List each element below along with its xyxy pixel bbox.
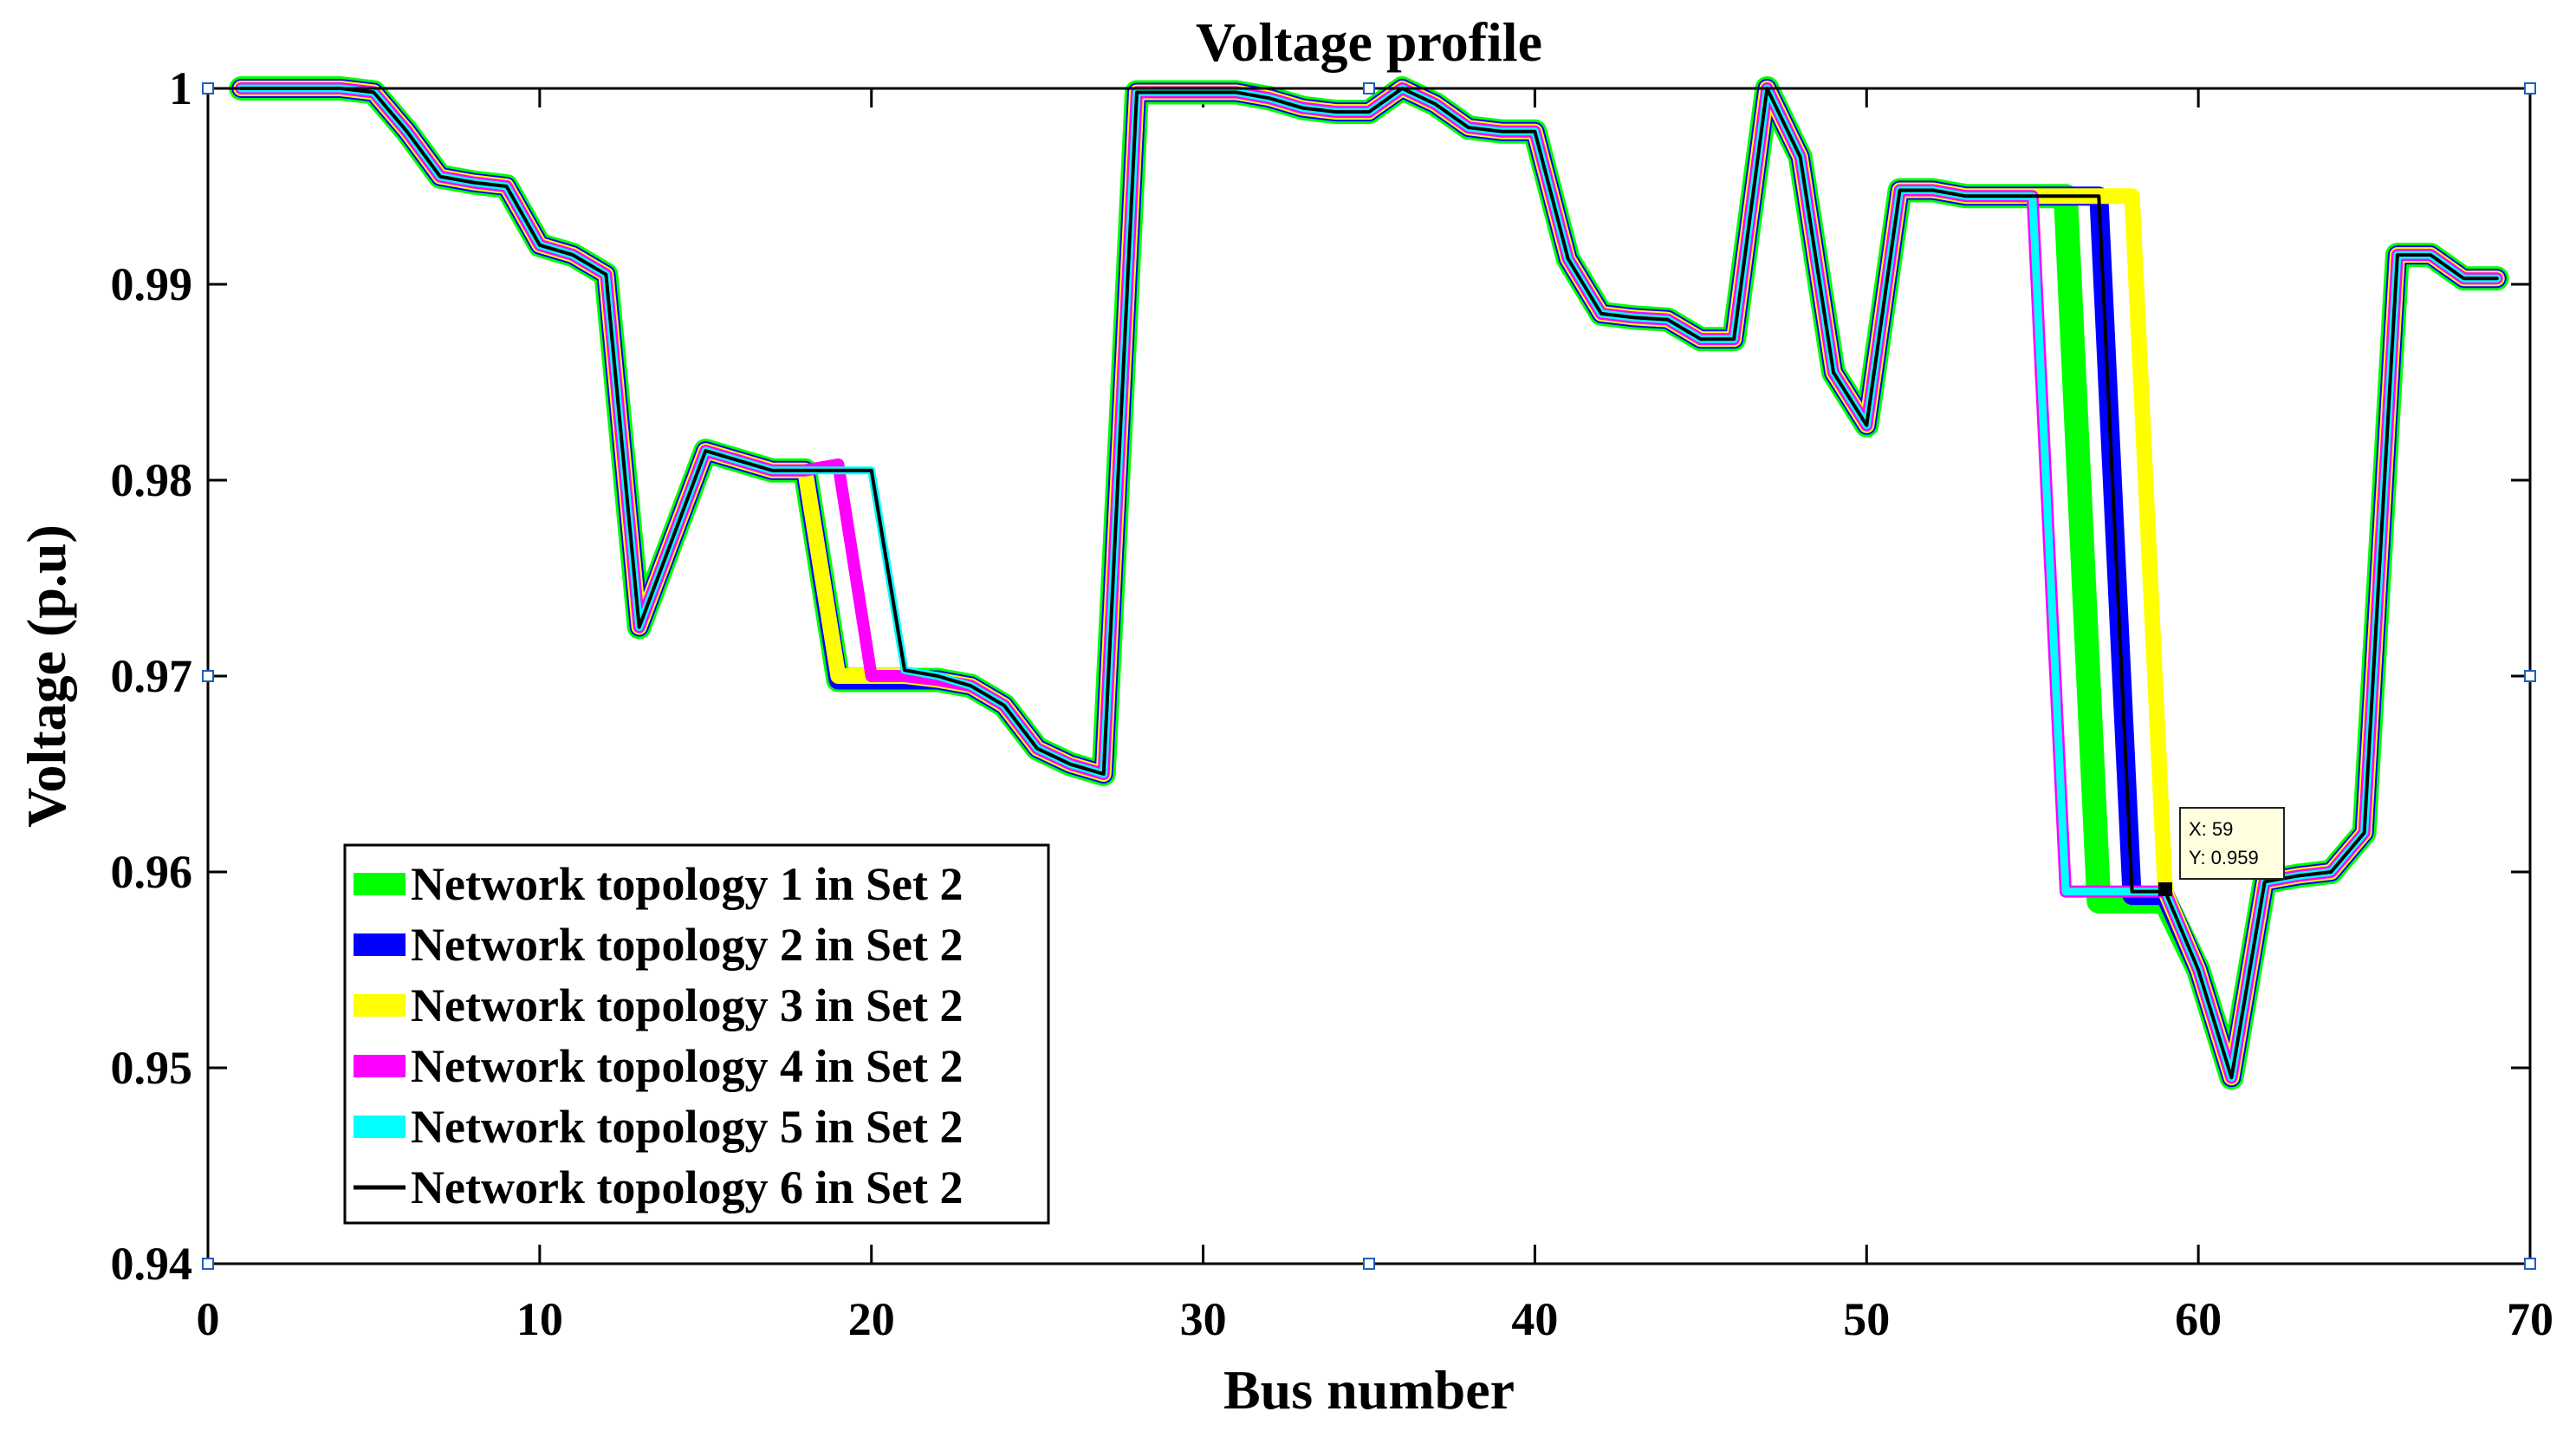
legend-label-4: Network topology 4 in Set 2 (411, 1040, 963, 1092)
y-tick-labels: 0.94 0.95 0.96 0.97 0.98 0.99 1 (111, 62, 193, 1290)
x-tick-label: 10 (516, 1293, 563, 1345)
selection-handle[interactable] (2524, 1258, 2536, 1270)
data-tip-marker[interactable] (2158, 882, 2172, 896)
legend-label-3: Network topology 3 in Set 2 (411, 979, 963, 1031)
series-lines (229, 76, 2509, 1090)
x-tick-label: 20 (848, 1293, 895, 1345)
selection-handle[interactable] (1363, 82, 1375, 94)
y-tick-label: 0.99 (111, 258, 193, 310)
y-tick-label: 1 (169, 62, 192, 114)
x-axis-label: Bus number (1223, 1359, 1515, 1421)
y-tick-label: 0.96 (111, 846, 193, 898)
x-tick-label: 40 (1511, 1293, 1558, 1345)
y-tick-label: 0.98 (111, 454, 193, 506)
legend-items: Network topology 1 in Set 2 Network topol… (354, 858, 963, 1213)
y-tick-label: 0.94 (111, 1238, 193, 1290)
selection-handles[interactable] (202, 82, 2536, 1270)
legend-label-1: Network topology 1 in Set 2 (411, 858, 963, 910)
data-tip[interactable]: X: 59 Y: 0.959 (2158, 807, 2285, 896)
data-tip-x-label: X: 59 (2189, 818, 2233, 840)
selection-handle[interactable] (202, 82, 214, 94)
x-tick-labels: 0 10 20 30 40 50 60 70 (197, 1293, 2554, 1345)
x-tick-label: 0 (197, 1293, 220, 1345)
selection-handle[interactable] (202, 670, 214, 682)
x-tick-label: 70 (2507, 1293, 2553, 1345)
data-tip-y-label: Y: 0.959 (2189, 847, 2259, 868)
selection-handle[interactable] (2524, 670, 2536, 682)
chart-title: Voltage profile (1196, 11, 1542, 73)
data-tip-box (2179, 807, 2285, 880)
selection-handle[interactable] (2524, 82, 2536, 94)
legend-label-6: Network topology 6 in Set 2 (411, 1161, 963, 1213)
legend-box (343, 843, 1050, 1225)
legend-label-2: Network topology 2 in Set 2 (411, 919, 963, 971)
y-tick-label: 0.97 (111, 650, 193, 702)
x-tick-label: 60 (2175, 1293, 2222, 1345)
x-tick-label: 30 (1180, 1293, 1227, 1345)
legend-label-5: Network topology 5 in Set 2 (411, 1101, 963, 1153)
selection-handle[interactable] (202, 1258, 214, 1270)
y-tick-label: 0.95 (111, 1042, 193, 1094)
y-axis-label: Voltage (p.u) (16, 524, 77, 828)
selection-handle[interactable] (1363, 1258, 1375, 1270)
series-line-6 (239, 87, 2499, 1080)
legend: Network topology 1 in Set 2 Network topol… (343, 843, 1050, 1225)
x-tick-label: 50 (1843, 1293, 1890, 1345)
